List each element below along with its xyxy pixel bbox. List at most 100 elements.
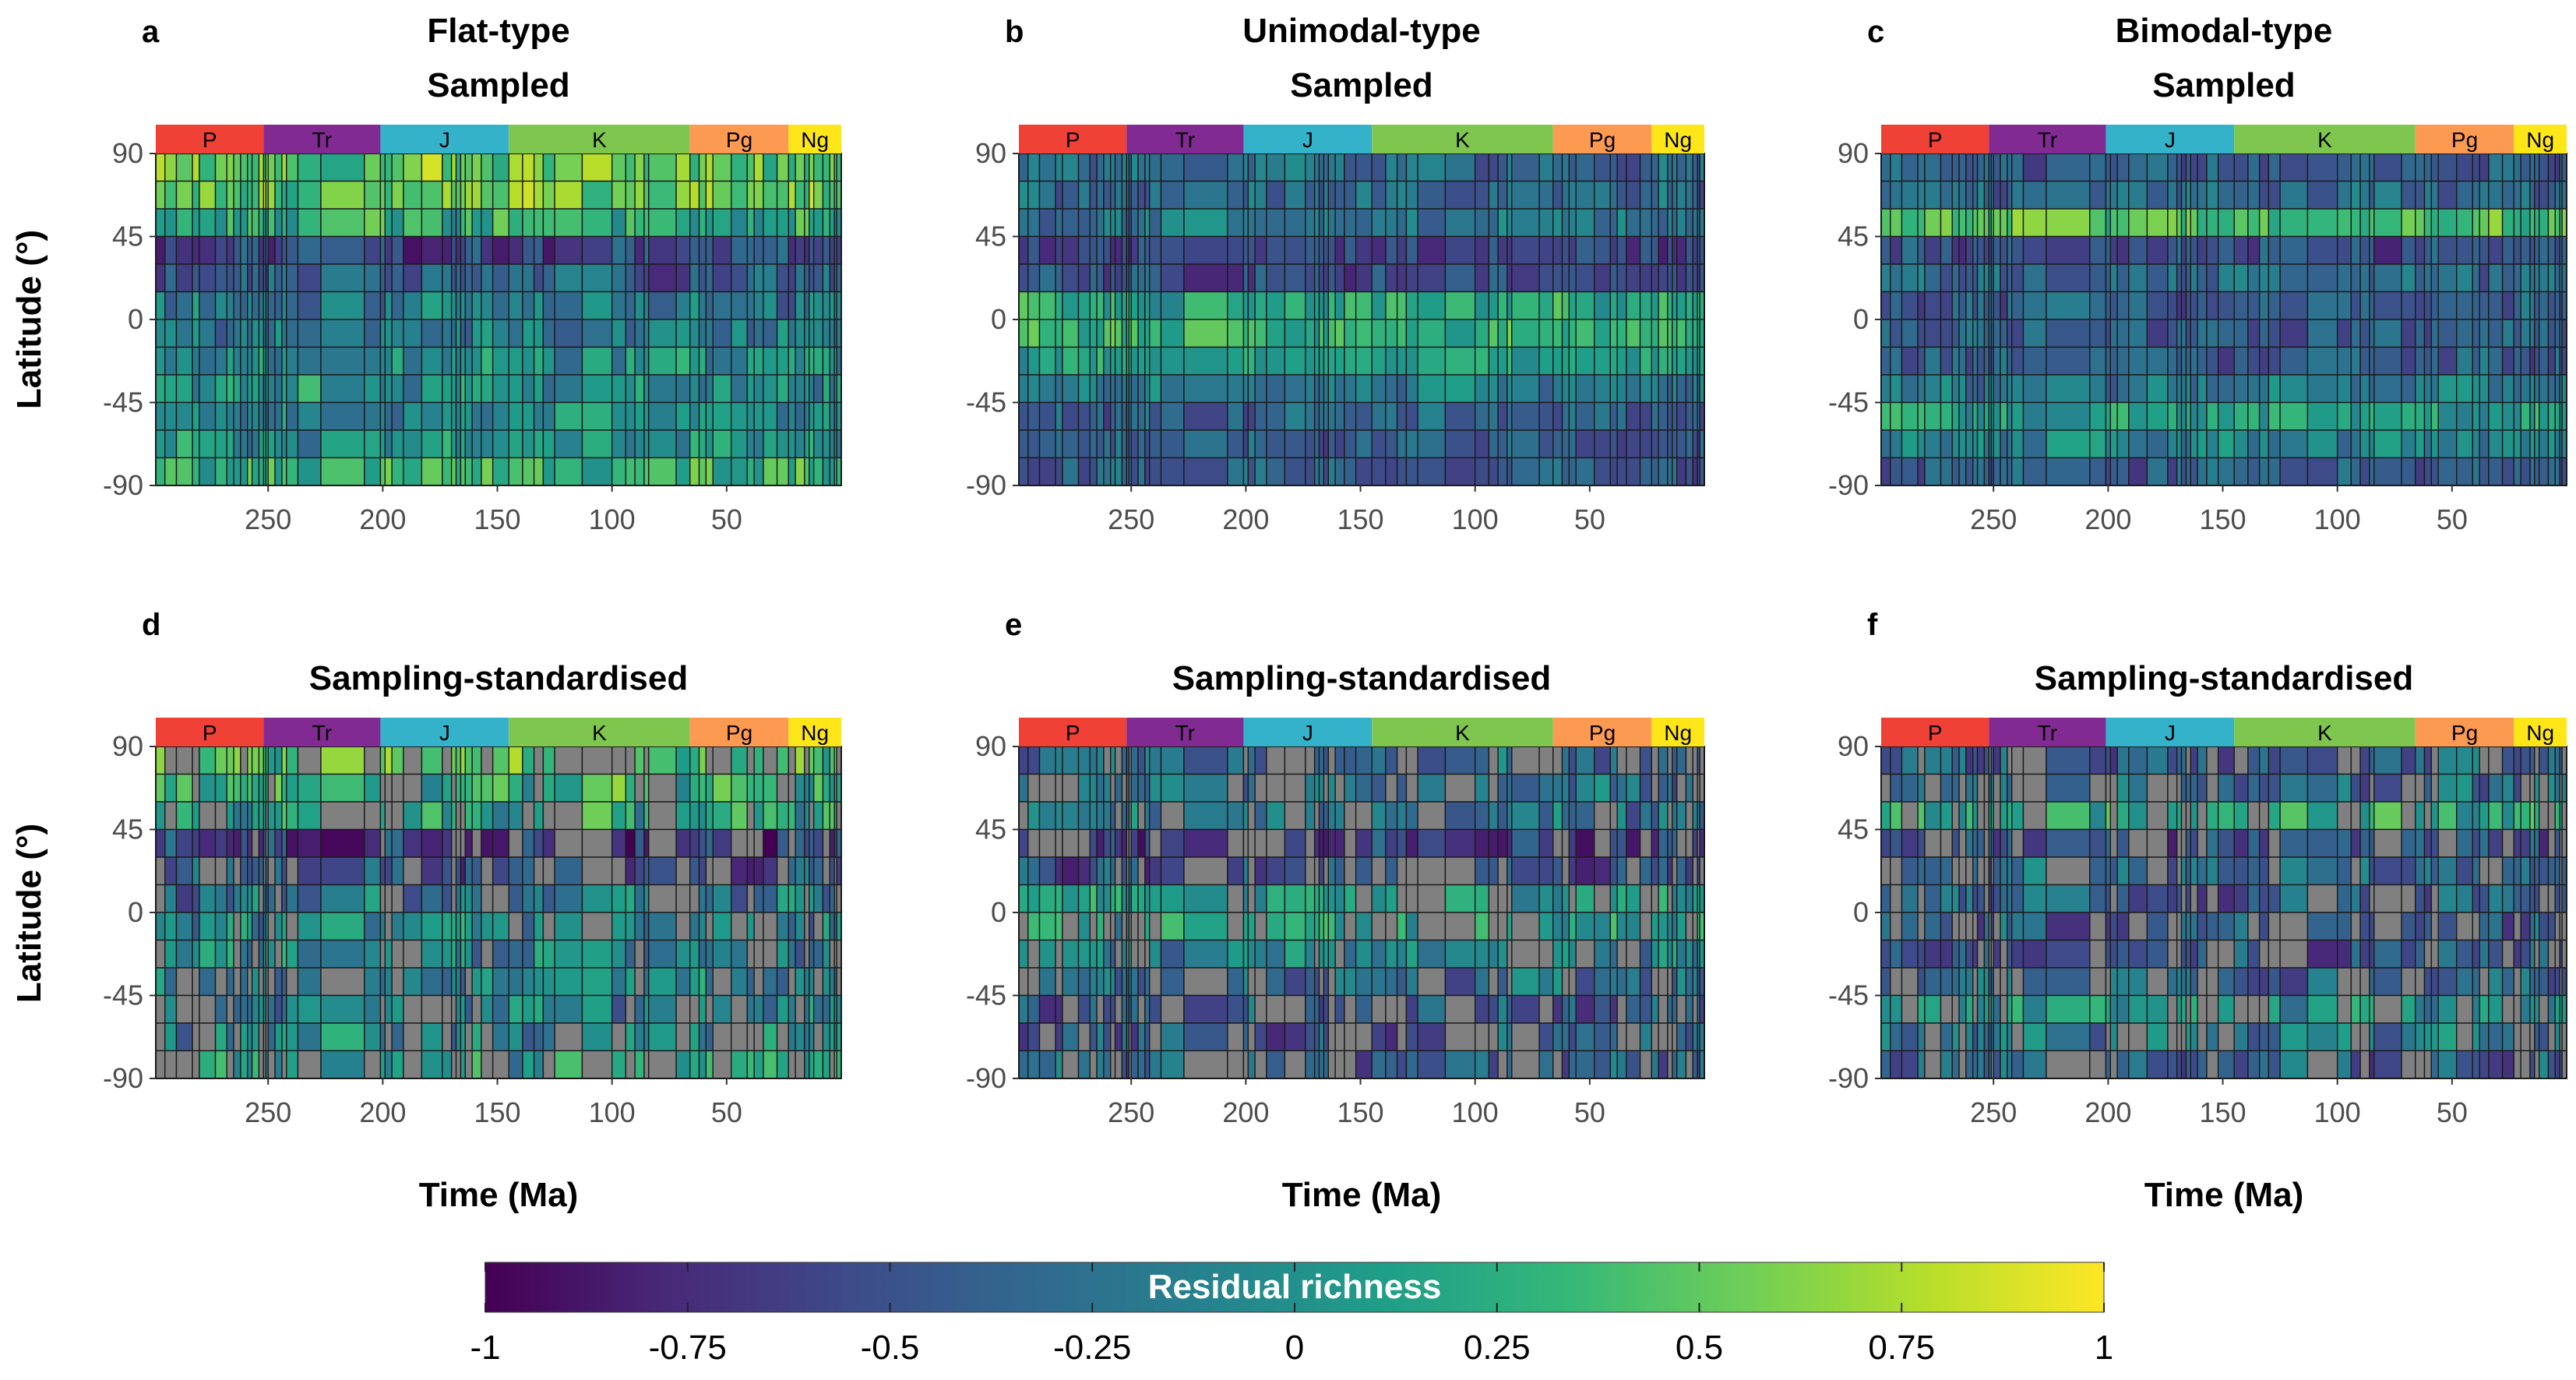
heatmap-cell xyxy=(2197,1050,2208,1079)
heatmap-cell xyxy=(2488,319,2504,348)
heatmap-cell xyxy=(2109,374,2118,404)
x-axis-ticks: 250 200 150 100 50 xyxy=(1108,1078,1605,1128)
heatmap-cell xyxy=(1692,291,1698,320)
heatmap-cell xyxy=(1972,884,1979,913)
heatmap-cell xyxy=(384,801,393,831)
heatmap-cell xyxy=(2479,263,2490,293)
heatmap-cell xyxy=(155,319,166,348)
heatmap-cell xyxy=(2000,939,2008,969)
heatmap-cell xyxy=(822,828,830,858)
heatmap-cell xyxy=(2258,457,2270,486)
heatmap-cell xyxy=(705,967,714,997)
heatmap-cell xyxy=(481,401,494,431)
heatmap-cell xyxy=(2105,967,2112,997)
heatmap-cell xyxy=(795,967,805,997)
heatmap-cell xyxy=(240,153,248,182)
x-tick-label: 150 xyxy=(2199,503,2246,535)
heatmap-cell xyxy=(1901,457,1919,486)
heatmap-cell xyxy=(508,801,523,831)
heatmap-cell xyxy=(1609,939,1618,969)
heatmap-cell xyxy=(1242,1050,1249,1079)
heatmap-cell xyxy=(1444,208,1476,238)
heatmap-cell xyxy=(1958,939,1967,969)
heatmap-cell xyxy=(675,429,691,459)
heatmap-cell xyxy=(2268,457,2281,486)
heatmap-cell xyxy=(522,856,535,886)
heatmap-cell xyxy=(471,856,482,886)
heatmap-cell xyxy=(2547,374,2556,404)
heatmap-cell xyxy=(1552,967,1563,997)
heatmap-cell xyxy=(2007,346,2013,376)
heatmap-cell xyxy=(1568,884,1577,913)
heatmap-cell xyxy=(492,884,509,913)
heatmap-cell xyxy=(705,856,714,886)
heatmap-cell xyxy=(804,401,810,431)
x-axis-title-e: Time (Ma) xyxy=(1282,1176,1442,1214)
heatmap-cell xyxy=(1334,263,1345,293)
heatmap-cell xyxy=(829,401,835,431)
heatmap-cell xyxy=(698,153,707,182)
heatmap-cell xyxy=(1144,1050,1151,1079)
heatmap-cell xyxy=(2167,374,2178,404)
heatmap-cell xyxy=(2185,939,2192,969)
heatmap-cell xyxy=(1676,401,1687,431)
heatmap-cell xyxy=(1658,263,1669,293)
heatmap-cell xyxy=(1247,429,1256,459)
heatmap-cell xyxy=(455,153,462,182)
heatmap-cell xyxy=(1137,801,1146,831)
heatmap-cell xyxy=(1096,773,1105,803)
heatmap-cell xyxy=(1062,939,1080,969)
heatmap-cell xyxy=(1594,208,1612,238)
heatmap-cell xyxy=(1917,939,1926,969)
heatmap-cell xyxy=(2105,457,2112,486)
heatmap-cell xyxy=(643,263,650,293)
heatmap-cell xyxy=(1901,746,1919,775)
heatmap-cell xyxy=(611,429,627,459)
heatmap-cell xyxy=(391,401,404,431)
heatmap-cell xyxy=(533,994,544,1024)
x-tick-label: 150 xyxy=(1337,503,1383,535)
heatmap-cell xyxy=(675,153,691,182)
heatmap-cell xyxy=(634,346,645,376)
period-block xyxy=(2415,125,2514,154)
heatmap-cell xyxy=(2401,912,2416,941)
x-tick-label: 200 xyxy=(2084,503,2131,535)
heatmap-cell xyxy=(1506,801,1513,831)
heatmap-cell xyxy=(481,912,494,941)
heatmap-cell xyxy=(1130,263,1139,293)
heatmap-cell xyxy=(1965,939,1974,969)
heatmap-cell xyxy=(2279,374,2309,404)
heatmap-cell xyxy=(1160,856,1185,886)
heatmap-cell xyxy=(1242,994,1249,1024)
heatmap-cell xyxy=(746,994,755,1024)
heatmap-cell xyxy=(2488,401,2504,431)
heatmap-cell xyxy=(533,939,544,969)
heatmap-cell xyxy=(1405,1050,1418,1079)
heatmap-cell xyxy=(2456,912,2474,941)
heatmap-cell xyxy=(1890,773,1903,803)
heatmap-cell xyxy=(1144,746,1151,775)
heatmap-cell xyxy=(1940,746,1953,775)
heatmap-cell xyxy=(634,153,645,182)
heatmap-cell xyxy=(1089,856,1098,886)
heatmap-cell xyxy=(1417,801,1447,831)
heatmap-cell xyxy=(199,346,217,376)
heatmap-cell xyxy=(1417,319,1447,348)
heatmap-cell xyxy=(2197,263,2208,293)
heatmap-cell xyxy=(364,153,382,182)
heatmap-cell xyxy=(1993,801,2001,831)
heatmap-cell xyxy=(753,746,764,775)
heatmap-cell xyxy=(364,1050,382,1079)
heatmap-cell xyxy=(829,1022,835,1052)
heatmap-cell xyxy=(643,319,650,348)
heatmap-cell xyxy=(753,374,764,404)
heatmap-cell xyxy=(1089,994,1098,1024)
heatmap-cell xyxy=(1488,235,1499,265)
heatmap-cell xyxy=(1396,235,1408,265)
heatmap-cell xyxy=(2176,967,2183,997)
heatmap-cell xyxy=(1639,346,1653,376)
heatmap-cell xyxy=(1917,828,1926,858)
heatmap-cell xyxy=(2488,994,2504,1024)
heatmap-cell xyxy=(1940,235,1953,265)
heatmap-cell xyxy=(1385,401,1398,431)
